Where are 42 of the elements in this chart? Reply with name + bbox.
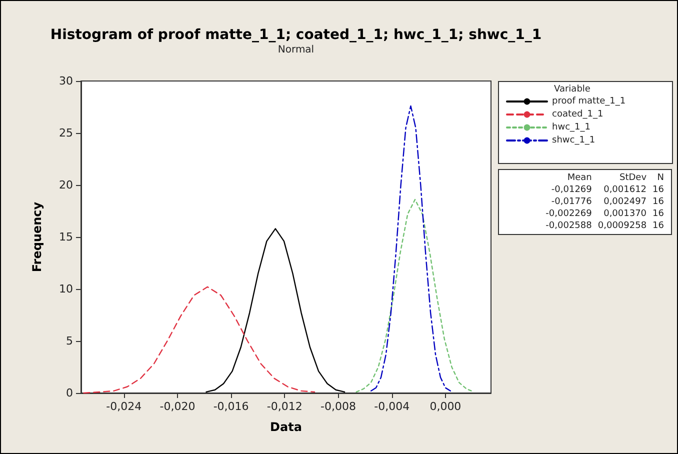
x-tick-label: -0,024 (106, 400, 142, 413)
text: Mean (566, 172, 593, 184)
line-series (83, 286, 316, 394)
y-tick-label: 10 (59, 282, 73, 296)
x-tick-label: 0,000 (430, 400, 462, 413)
y-tick-label: 20 (59, 178, 73, 192)
text: -0,01269 (550, 184, 593, 196)
text: 0,0009258 (596, 220, 648, 232)
line-series (356, 198, 474, 393)
text: 0,001612 (602, 184, 648, 196)
text: 0,001370 (602, 208, 648, 220)
text: -0,002588 (544, 220, 593, 232)
x-tick-label: -0,012 (266, 400, 302, 413)
y-tick-label: 15 (59, 230, 73, 244)
y-tick-label: 25 (59, 126, 73, 140)
text: 16 (652, 196, 665, 208)
x-axis-title: Data (270, 420, 302, 434)
text: -0,002269 (544, 208, 593, 220)
line-series (370, 105, 451, 392)
legend-label: proof matte_1_1 (552, 96, 626, 106)
text: 0,002497 (602, 196, 648, 208)
text: StDev (618, 172, 648, 184)
x-tick-label: -0,004 (374, 400, 410, 413)
x-tick-label: -0,008 (320, 400, 356, 413)
text: 16 (652, 220, 665, 232)
text: -0,01776 (550, 196, 593, 208)
text: 16 (652, 208, 665, 220)
legend-label: shwc_1_1 (552, 136, 596, 146)
legend-label: coated_1_1 (552, 110, 604, 120)
legend-title: Variable (554, 84, 591, 94)
x-tick-label: -0,020 (160, 400, 196, 413)
text: N (656, 172, 665, 184)
chart-subtitle: Normal (278, 44, 314, 56)
chart-title: Histogram of proof matte_1_1; coated_1_1; hwc_1_1; shwc_1_1 (50, 27, 542, 43)
text: 16 (652, 184, 665, 196)
y-tick-label: 0 (66, 386, 73, 400)
line-series (206, 228, 346, 393)
y-tick-label: 5 (66, 334, 73, 348)
x-tick-label: -0,016 (213, 400, 249, 413)
legend-label: hwc_1_1 (552, 122, 590, 132)
y-axis-title: Frequency (30, 202, 44, 272)
y-tick-label: 30 (59, 74, 73, 88)
